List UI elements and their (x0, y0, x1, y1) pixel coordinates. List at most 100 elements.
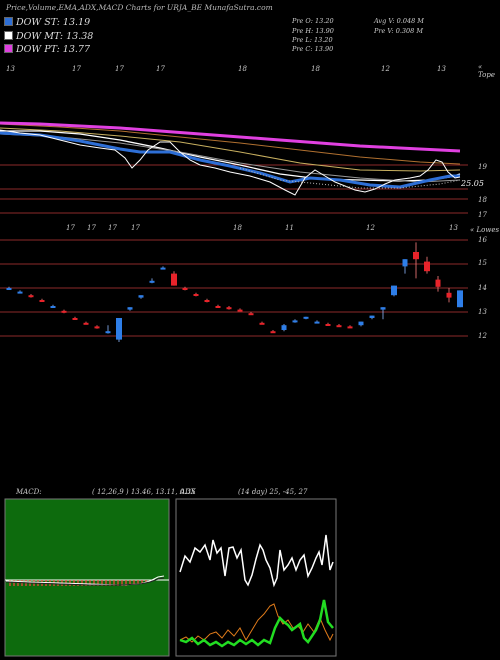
candle-corner-label: « Lowes (470, 226, 500, 234)
top-date-0: 13 (6, 65, 15, 73)
candle-body (424, 261, 430, 272)
candle-panel-grid (0, 239, 468, 337)
candle-body (336, 325, 342, 328)
candle-body (435, 279, 441, 287)
candle-date-6: 12 (366, 224, 375, 232)
candle-body (259, 322, 265, 325)
adx-white-line (179, 534, 334, 588)
top-date-2: 17 (115, 65, 124, 73)
candle-body (457, 290, 463, 308)
ema-yellow-line (0, 127, 461, 172)
candle-date-3: 17 (131, 224, 140, 232)
pre-close: Pre C: 13.90 (292, 45, 334, 53)
candle-body (413, 252, 419, 260)
candle-body (325, 324, 331, 326)
candle-body (281, 325, 287, 330)
candle-body (94, 326, 100, 329)
macd-signal-line (5, 577, 165, 586)
candle-body (237, 309, 243, 312)
ema-orange-line (0, 123, 461, 165)
candle-y-12: 12 (478, 332, 487, 340)
top-y-18: 18 (478, 196, 487, 204)
candle-body (314, 321, 320, 324)
avg-volume: Avg V: 0.048 M (374, 17, 424, 25)
adx-background (175, 498, 337, 657)
candle-body (215, 306, 221, 308)
legend-dow-pt: DOW PT: 13.77 (4, 44, 90, 55)
candle-y-16: 16 (478, 236, 487, 244)
top-date-1: 17 (72, 65, 81, 73)
legend-label-pt: DOW PT: 13.77 (16, 44, 90, 55)
candle-body (446, 292, 452, 298)
ema-pink-line (0, 121, 461, 153)
candle-body (72, 318, 78, 320)
candle-y-15: 15 (478, 259, 487, 267)
candle-body (369, 315, 375, 318)
candle-body (171, 273, 177, 286)
macd-title: MACD: (16, 488, 42, 496)
legend-label-st: DOW ST: 13.19 (16, 17, 91, 28)
ema-panel (0, 121, 468, 214)
candle-body (6, 288, 12, 290)
top-date-5: 18 (311, 65, 320, 73)
candle-body (248, 313, 254, 316)
legend-swatch-mt (4, 31, 13, 40)
top-date-4: 18 (238, 65, 247, 73)
candle-y-14: 14 (478, 284, 487, 292)
candle-body (182, 288, 188, 290)
top-date-3: 17 (156, 65, 165, 73)
ema-gray-line (0, 133, 461, 183)
candle-body (127, 307, 133, 310)
pre-open: Pre O: 13.20 (292, 17, 334, 25)
candle-body (160, 267, 166, 270)
candle-body (83, 322, 89, 325)
macd-panel (4, 498, 170, 657)
top-corner-label: « Tope (478, 63, 495, 79)
candle-y-13: 13 (478, 308, 487, 316)
adx-green-line (179, 599, 334, 648)
chart-header: Price,Volume,EMA,ADX,MACD Charts for URJ… (6, 3, 273, 12)
adx-title: ADX (180, 488, 196, 496)
adx-panel (175, 498, 337, 657)
candle-date-4: 18 (233, 224, 242, 232)
legend-swatch-st (4, 17, 13, 26)
legend-swatch-pt (4, 44, 13, 53)
ema-blue-line (0, 131, 460, 189)
candle-body (303, 316, 309, 319)
candle-body (17, 291, 23, 294)
candle-body (39, 300, 45, 302)
top-date-6: 12 (381, 65, 390, 73)
candle-date-2: 17 (108, 224, 117, 232)
candle-date-0: 17 (66, 224, 75, 232)
candle-date-1: 17 (87, 224, 96, 232)
legend-label-mt: DOW MT: 13.38 (16, 31, 94, 42)
candle-body (116, 318, 122, 340)
candle-body (270, 331, 276, 334)
top-y-19: 19 (478, 163, 487, 171)
candle-body (28, 295, 34, 298)
candle-body (347, 326, 353, 329)
top-date-7: 13 (437, 65, 446, 73)
candle-series (6, 242, 463, 342)
candle-body (105, 331, 111, 334)
candle-body (226, 307, 232, 310)
top-current-value: 25.05 (461, 179, 484, 188)
top-y-17: 17 (478, 211, 487, 219)
candle-date-5: 11 (285, 224, 294, 232)
candle-body (380, 307, 386, 310)
pre-low: Pre L: 13.20 (292, 36, 333, 44)
adx-params: (14 day) 25, -45, 27 (238, 488, 308, 496)
candle-body (358, 321, 364, 326)
adx-orange-line (179, 603, 334, 643)
candle-body (61, 310, 67, 313)
candle-body (391, 285, 397, 296)
macd-background (4, 498, 170, 657)
price-close-line (0, 129, 461, 196)
legend-dow-st: DOW ST: 13.19 (4, 17, 90, 28)
pre-volume: Pre V: 0.308 M (374, 27, 424, 35)
candle-date-7: 13 (449, 224, 458, 232)
candle-body (50, 306, 56, 308)
macd-params: ( 12,26,9 ) 13.46, 13.11, 0.35 (92, 488, 196, 496)
legend-dow-mt: DOW MT: 13.38 (4, 31, 93, 42)
